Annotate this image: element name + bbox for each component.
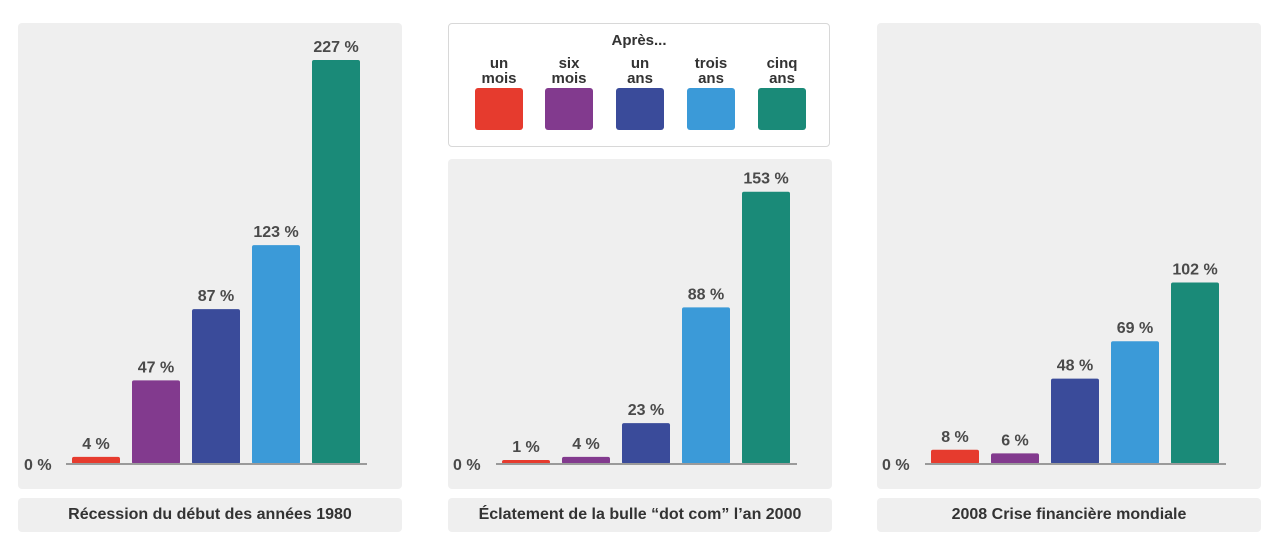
caption-1980: Récession du début des années 1980 — [18, 498, 402, 532]
data-label: 102 % — [1172, 261, 1217, 278]
legend-item-trois-ans: trois ans — [676, 56, 746, 130]
chart-group-0: 0 % 4 % 47 % 87 % 123 % 227 % — [24, 39, 367, 474]
bar-un-mois — [72, 456, 120, 464]
zero-tick-label: 0 % — [453, 457, 481, 474]
legend-label-line2: ans — [769, 70, 795, 87]
legend-label-line2: ans — [627, 70, 653, 87]
data-label: 1 % — [512, 439, 540, 456]
data-label: 69 % — [1117, 320, 1153, 337]
legend-swatch-teal — [758, 88, 806, 130]
bar-trois-ans — [1111, 341, 1159, 464]
legend-label-line1: un — [630, 55, 650, 72]
legend-item-cinq-ans: cinq ans — [747, 56, 817, 130]
bar-trois-ans — [252, 245, 300, 464]
bar-six-mois — [991, 453, 1039, 464]
chart-group-2: 0 % 8 % 6 % 48 % 69 % 102 % — [882, 261, 1226, 474]
bar-un-mois — [931, 449, 979, 464]
legend-item-un-mois: un mois — [464, 56, 534, 130]
legend-label-line1: cinq — [766, 55, 798, 72]
bar-six-mois — [132, 380, 180, 464]
data-label: 48 % — [1057, 358, 1093, 375]
data-label: 23 % — [628, 402, 664, 419]
legend: Après... un mois six mois un ans trois ans c… — [448, 23, 830, 147]
data-label: 47 % — [138, 359, 174, 376]
legend-label-line2: mois — [551, 70, 587, 87]
legend-label-line2: ans — [698, 70, 724, 87]
legend-swatch-blue — [687, 88, 735, 130]
data-label: 87 % — [198, 288, 234, 305]
data-label: 88 % — [688, 286, 724, 303]
zero-tick-label: 0 % — [882, 457, 910, 474]
legend-swatch-navy — [616, 88, 664, 130]
data-label: 6 % — [1001, 432, 1029, 449]
legend-swatch-purple — [545, 88, 593, 130]
data-label: 8 % — [941, 429, 969, 446]
bar-cinq-ans — [312, 60, 360, 464]
bar-six-mois — [562, 456, 610, 464]
legend-item-un-ans: un ans — [605, 56, 675, 130]
data-label: 153 % — [743, 171, 788, 188]
legend-item-six-mois: six mois — [534, 56, 604, 130]
legend-title: Après... — [611, 32, 667, 49]
caption-2008: 2008 Crise financière mondiale — [877, 498, 1261, 532]
caption-2000: Éclatement de la bulle “dot com” l’an 20… — [448, 498, 832, 532]
data-label: 227 % — [313, 39, 358, 56]
data-label: 4 % — [82, 436, 110, 453]
bar-un-ans — [1051, 378, 1099, 464]
bar-trois-ans — [682, 307, 730, 464]
zero-tick-label: 0 % — [24, 457, 52, 474]
data-label: 4 % — [572, 436, 600, 453]
legend-label-line2: mois — [481, 70, 517, 87]
bar-un-ans — [622, 423, 670, 464]
bar-cinq-ans — [742, 191, 790, 464]
chart-group-1: 0 % 1 % 4 % 23 % 88 % 153 % — [453, 171, 797, 474]
legend-label-line1: six — [558, 55, 580, 72]
bar-un-ans — [192, 309, 240, 464]
legend-label-line1: un — [489, 55, 509, 72]
legend-swatch-red — [475, 88, 523, 130]
legend-label-line1: trois — [694, 55, 728, 72]
data-label: 123 % — [253, 224, 298, 241]
bar-cinq-ans — [1171, 282, 1219, 464]
